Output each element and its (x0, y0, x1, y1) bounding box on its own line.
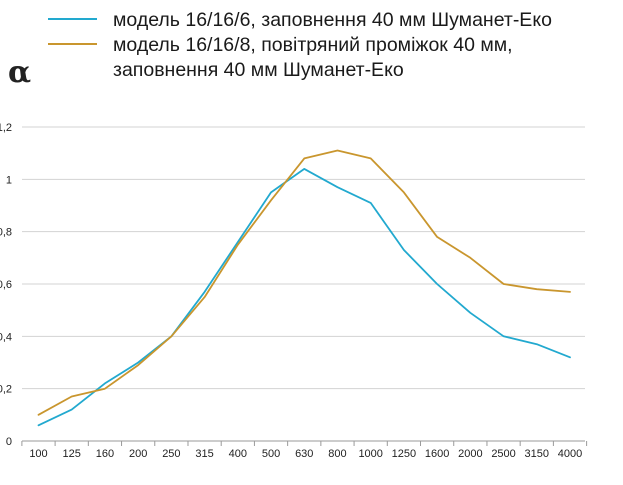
y-tick-label: 0,2 (0, 384, 12, 396)
x-tick-label: 125 (63, 448, 81, 460)
y-tick-label: 1 (6, 174, 12, 186)
legend-label-2: модель 16/16/8, повітряний проміжок 40 м… (113, 34, 513, 56)
x-tick-label: 1250 (392, 448, 416, 460)
grid-layer (22, 126, 585, 390)
x-tick-label: 200 (129, 448, 147, 460)
x-tick-label: 160 (96, 448, 114, 460)
x-tick-label: 3150 (525, 448, 549, 460)
y-tick-label: 0,4 (0, 331, 12, 343)
x-tick-label: 4000 (558, 448, 582, 460)
axis-layer: 0 0,2 0,4 0,6 0,8 1 1,2 100 125 160 200 250 315 400 50… (0, 122, 588, 460)
y-tick-label: 0,8 (0, 227, 12, 239)
series-line-2 (37, 149, 571, 416)
x-tick-label: 100 (29, 448, 47, 460)
y-tick-label: 0,6 (0, 279, 12, 291)
x-tick-label: 1000 (358, 448, 382, 460)
x-tick-label: 400 (229, 448, 247, 460)
x-tick-label: 630 (295, 448, 313, 460)
legend-label-2: заповнення 40 мм Шуманет-Еко (113, 59, 404, 81)
y-tick-label: 1,2 (0, 122, 12, 134)
y-tick-label: 0 (6, 436, 12, 448)
x-tick-label: 250 (162, 448, 180, 460)
legend: модель 16/16/6, заповнення 40 мм Шуманет… (48, 9, 552, 81)
series-layer (37, 149, 571, 427)
x-tick-label: 1600 (425, 448, 449, 460)
legend-label-1: модель 16/16/6, заповнення 40 мм Шуманет… (113, 9, 552, 31)
x-tick-label: 800 (328, 448, 346, 460)
x-tick-label: 2000 (458, 448, 482, 460)
x-tick-label: 2500 (491, 448, 515, 460)
x-tick-label: 500 (262, 448, 280, 460)
y-axis-symbol: α (8, 55, 31, 90)
series-line-1 (37, 167, 571, 427)
x-tick-label: 315 (195, 448, 213, 460)
